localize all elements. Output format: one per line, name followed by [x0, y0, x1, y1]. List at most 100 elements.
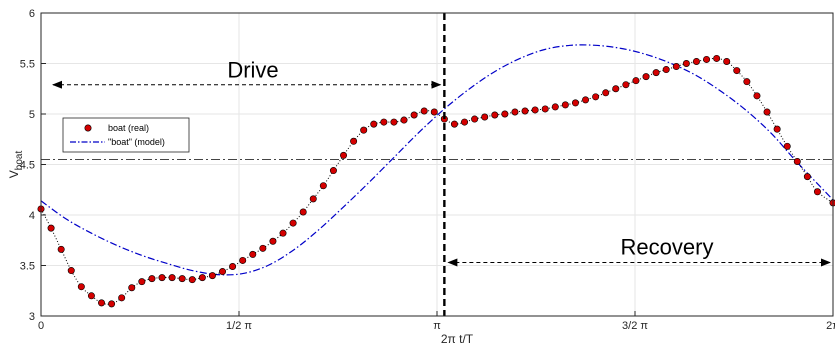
model-line: [40, 44, 834, 276]
real-data-point: [47, 224, 55, 232]
y-axis-label: Vboat: [7, 151, 25, 179]
legend-real-label: boat (real): [108, 123, 149, 133]
real-data-point: [390, 118, 398, 126]
real-data-point: [178, 275, 186, 283]
real-data-point: [138, 278, 146, 286]
real-data-point: [168, 274, 176, 282]
real-data-point: [531, 106, 539, 114]
real-data-point: [249, 250, 257, 258]
real-data-point: [289, 219, 297, 227]
real-data-point: [551, 103, 559, 111]
real-data-point: [662, 66, 670, 74]
real-data-point: [743, 78, 751, 86]
x-tick-label: 3/2 π: [622, 320, 648, 332]
real-data-point: [793, 157, 801, 165]
legend: boat (real) "boat" (model): [62, 117, 190, 153]
y-tick-label: 6: [29, 8, 35, 20]
real-data-point: [753, 92, 761, 100]
real-data-point: [602, 89, 610, 97]
real-data-point: [592, 93, 600, 101]
real-data-point: [582, 96, 590, 104]
real-data-point: [309, 195, 317, 203]
y-tick-label: 3: [29, 311, 35, 323]
real-data-point: [733, 67, 741, 75]
real-data-point: [87, 292, 95, 300]
y-tick-label: 4: [29, 210, 35, 222]
real-data-point: [118, 294, 126, 302]
real-data-point: [521, 107, 529, 115]
real-data-point: [380, 118, 388, 126]
annotations: Drive Recovery: [52, 58, 831, 267]
real-data-point: [198, 274, 206, 282]
y-axis-label-sub: boat: [14, 151, 25, 171]
real-data-point: [128, 284, 136, 292]
real-data-point: [400, 116, 408, 124]
real-data-point: [259, 244, 267, 252]
recovery-label: Recovery: [621, 234, 714, 259]
real-data-point: [491, 111, 499, 119]
real-data-point: [682, 59, 690, 67]
real-data-point: [430, 108, 438, 116]
real-data-point: [108, 300, 116, 308]
real-data-point: [783, 142, 791, 150]
real-data-point: [420, 107, 428, 115]
real-data-point: [319, 182, 327, 190]
x-tick-label: π: [433, 320, 441, 332]
real-data-point: [763, 108, 771, 116]
real-data-point: [642, 73, 650, 81]
x-tick-label: 2π: [826, 320, 835, 332]
real-data-point: [279, 229, 287, 237]
x-ticks: 0 1/2 π π 3/2 π 2π: [38, 311, 835, 332]
real-data-point: [360, 126, 368, 134]
y-tick-label: 5.5: [20, 59, 35, 71]
real-data-point: [329, 167, 337, 175]
real-data-point: [219, 268, 227, 276]
real-data-point: [350, 137, 358, 145]
real-data-point: [450, 120, 458, 128]
real-data-point: [501, 110, 509, 118]
real-data-point: [511, 108, 519, 116]
real-data-point: [410, 111, 418, 119]
real-data-point: [803, 173, 811, 181]
real-data-point: [299, 208, 307, 216]
real-data-point: [340, 151, 348, 159]
y-tick-label: 4.5: [20, 160, 35, 172]
real-data-point: [612, 85, 620, 93]
real-data-point: [652, 69, 660, 77]
legend-real-marker: [84, 124, 92, 132]
real-data-point: [632, 77, 640, 85]
real-data-point: [370, 120, 378, 128]
real-data-point: [158, 274, 166, 282]
real-data-point: [239, 256, 247, 264]
real-data-point: [208, 272, 216, 280]
real-data-point: [269, 237, 277, 245]
real-data-point: [481, 113, 489, 121]
y-ticks: 3 3.5 4 4.5 5 5.5 6: [20, 8, 46, 323]
real-data-point: [622, 81, 630, 89]
real-data-point: [773, 125, 781, 133]
x-tick-label: 1/2 π: [226, 320, 252, 332]
y-tick-label: 5: [29, 109, 35, 121]
real-data-point: [672, 63, 680, 71]
real-data-point: [77, 283, 85, 291]
drive-label: Drive: [227, 58, 278, 83]
real-data-point: [703, 55, 711, 63]
x-axis-label: 2π t/T: [441, 332, 474, 346]
real-data-point: [188, 276, 196, 284]
real-data-point: [571, 99, 579, 107]
real-data-point: [57, 245, 65, 253]
legend-box: [62, 117, 190, 153]
real-data-point: [561, 101, 569, 109]
x-tick-label: 0: [38, 320, 44, 332]
real-data-point: [148, 275, 156, 283]
real-data-point: [471, 115, 479, 123]
real-data-point: [98, 299, 106, 307]
series-model: [40, 44, 834, 276]
real-data-point: [692, 57, 700, 65]
real-data-point: [541, 105, 549, 113]
real-data-point: [67, 267, 75, 275]
real-data-point: [229, 263, 237, 271]
real-data-point: [713, 54, 721, 62]
y-tick-label: 3.5: [20, 261, 35, 273]
